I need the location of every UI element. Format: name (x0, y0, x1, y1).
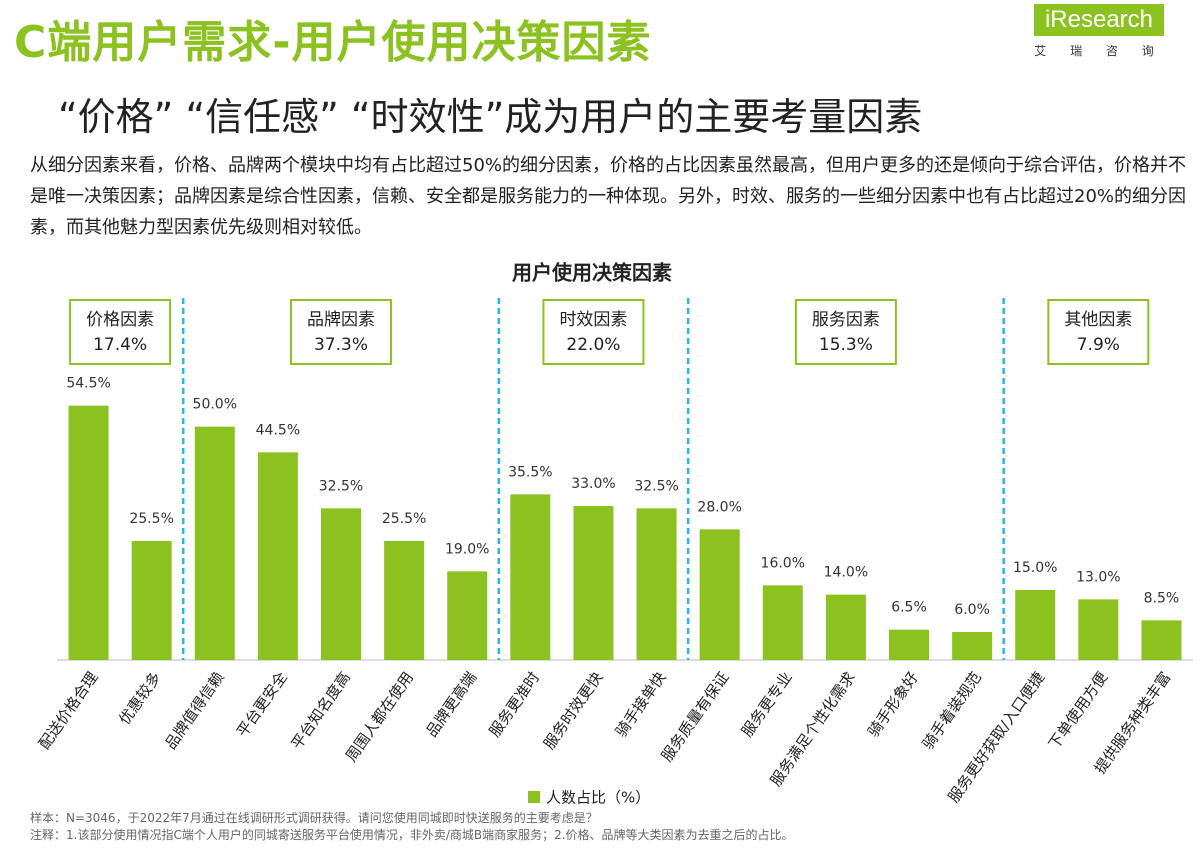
bar (257, 452, 298, 660)
bar (699, 529, 740, 660)
group-name: 时效因素 (559, 310, 627, 330)
bar (131, 541, 172, 660)
bar (1015, 590, 1056, 660)
value-label: 19.0% (445, 541, 489, 557)
value-label: 14.0% (824, 565, 868, 581)
bar (384, 541, 425, 660)
legend-label: 人数占比（%） (546, 789, 650, 807)
chart-title: 用户使用决策因素 (512, 261, 672, 285)
bar (68, 405, 109, 660)
value-label: 6.5% (891, 600, 927, 616)
value-label: 25.5% (382, 511, 426, 527)
value-label: 32.5% (634, 478, 678, 494)
footnote: 样本：N=3046，于2022年7月通过在线调研形式调研获得。请问您使用同城即时… (30, 811, 598, 825)
group-name: 价格因素 (86, 310, 154, 330)
group-value: 17.4% (93, 335, 147, 355)
x-tick-label: 服务更专业 (738, 669, 796, 741)
page-title: C端用户需求-用户使用决策因素 (14, 17, 652, 68)
x-tick-label: 服务质量有保证 (658, 669, 733, 765)
value-label: 44.5% (256, 422, 300, 438)
bar (447, 571, 488, 660)
value-label: 15.0% (1013, 560, 1057, 576)
x-tick-label: 平台更安全 (233, 669, 291, 741)
group-box (290, 299, 392, 365)
x-tick-label: 服务时效更快 (540, 669, 606, 753)
bar (636, 508, 677, 660)
subtitle: “价格” “信任感” “时效性”成为用户的主要考量因素 (58, 95, 923, 139)
paragraph: 从细分因素来看，价格、品牌两个模块中均有占比超过50%的细分因素，价格的占比因素… (30, 155, 1187, 238)
bar (1141, 620, 1182, 660)
group-box (69, 299, 172, 365)
bar (762, 585, 803, 660)
x-tick-label: 骑手着装规范 (919, 669, 985, 753)
footnote: 注释：1.该部分使用情况指C端个人用户的同城寄送服务平台使用情况，非外卖/商城B… (30, 828, 794, 842)
value-label: 8.5% (1144, 590, 1180, 606)
x-tick-label: 下单使用方便 (1045, 669, 1111, 753)
x-tick-label: 品牌更高端 (422, 669, 480, 741)
bar (889, 629, 929, 660)
value-label: 50.0% (193, 397, 237, 413)
value-label: 25.5% (129, 511, 173, 527)
x-tick-label: 配送价格合理 (35, 669, 101, 753)
x-tick-label: 品牌值得信赖 (161, 669, 227, 753)
value-label: 33.0% (571, 476, 615, 492)
group-name: 其他因素 (1064, 310, 1132, 330)
logo: iResearch 艾 瑞 咨 询 (1034, 4, 1164, 59)
value-label: 16.0% (761, 555, 805, 571)
bar (825, 594, 866, 660)
bar (573, 506, 614, 660)
bar (1078, 599, 1119, 660)
bar (194, 426, 235, 660)
bar (952, 632, 993, 660)
group-name: 品牌因素 (307, 310, 375, 330)
group-name: 服务因素 (812, 310, 880, 330)
x-tick-label: 骑手接单快 (612, 669, 670, 741)
x-tick-label: 骑手形象好 (864, 669, 922, 741)
group-box (542, 299, 645, 365)
value-label: 28.0% (697, 499, 741, 515)
logo-text: iResearch (1034, 4, 1164, 36)
x-tick-label: 平台知名度高 (288, 669, 354, 753)
value-label: 6.0% (954, 602, 990, 618)
group-box (1047, 299, 1150, 365)
bar (321, 508, 361, 660)
legend-swatch (528, 791, 540, 803)
value-label: 32.5% (319, 478, 363, 494)
logo-cn: 艾 瑞 咨 询 (1034, 44, 1164, 58)
group-box (794, 299, 897, 365)
group-value: 15.3% (819, 335, 873, 355)
value-label: 54.5% (66, 376, 110, 392)
bar (510, 494, 551, 660)
group-value: 37.3% (314, 335, 368, 355)
value-label: 13.0% (1076, 569, 1120, 585)
group-value: 22.0% (566, 335, 620, 355)
x-tick-label: 优惠较多 (115, 669, 164, 728)
x-tick-label: 周围人都在使用 (342, 669, 417, 765)
footnotes: 样本：N=3046，于2022年7月通过在线调研形式调研获得。请问您使用同城即时… (30, 810, 794, 844)
value-label: 35.5% (508, 464, 552, 480)
group-value: 7.9% (1077, 335, 1120, 355)
x-tick-label: 服务更准时 (486, 669, 544, 741)
